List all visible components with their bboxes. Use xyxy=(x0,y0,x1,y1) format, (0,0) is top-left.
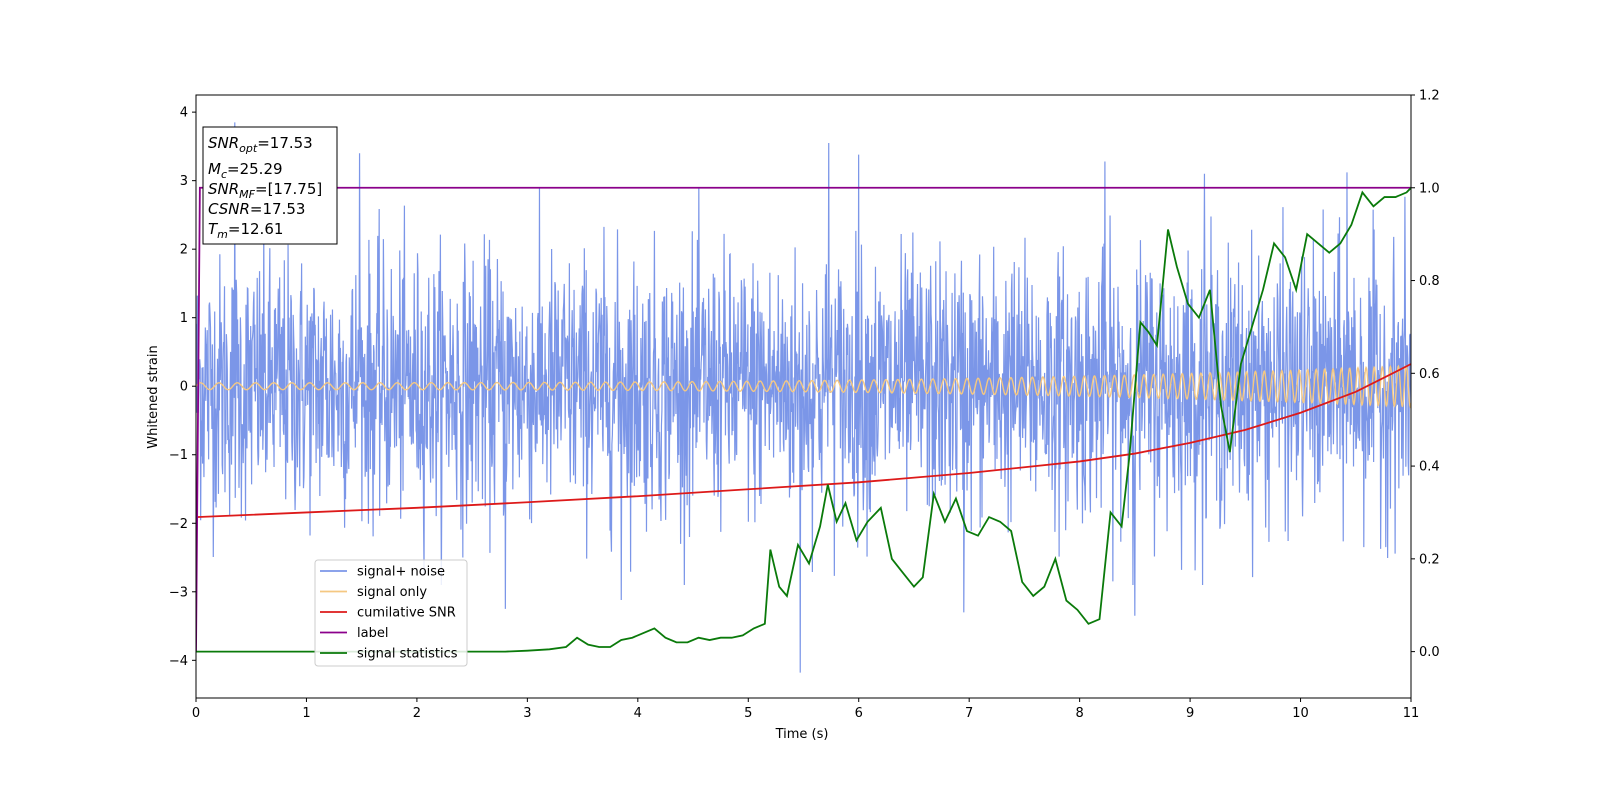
annotation-frame xyxy=(202,126,338,245)
y-axis-label: Whitened strain xyxy=(146,345,161,448)
legend: signal+ noise signal only cumilative SNR la… xyxy=(314,559,468,667)
x-axis-label: Time (s) xyxy=(775,727,829,742)
legend-frame xyxy=(314,559,468,667)
x-tick-label: 4 xyxy=(634,706,642,721)
annotation-box: SNRopt=17.53 Mc=25.29SNRMF=[17.75]CSNR=17… xyxy=(202,126,338,245)
x-tick-label: 7 xyxy=(965,706,973,721)
annotation-line: SNRMF=[17.75] xyxy=(208,180,322,201)
x-tick-label: 10 xyxy=(1292,706,1309,721)
legend-entry: signal statistics xyxy=(357,647,458,662)
series-signal-only-line xyxy=(196,364,1411,409)
y-right-tick-label: 0.2 xyxy=(1419,552,1440,567)
y-tick-label: −1 xyxy=(169,448,188,463)
legend-entry: cumilative SNR xyxy=(357,606,456,621)
y-tick-label: 2 xyxy=(180,243,188,258)
annotation-line: Mc=25.29 xyxy=(208,160,283,181)
series-signal-statistics-line xyxy=(196,187,1411,653)
annotation-line: SNRopt=17.53 xyxy=(208,134,313,155)
y-right-tick-label: 0.4 xyxy=(1419,460,1440,475)
y-tick-label: 0 xyxy=(180,380,188,395)
x-tick-label: 8 xyxy=(1075,706,1083,721)
y-tick-label: −2 xyxy=(169,517,188,532)
x-tick-label: 5 xyxy=(744,706,752,721)
series-signal-noise-line xyxy=(196,122,1411,673)
x-tick-label: 1 xyxy=(302,706,310,721)
series-layer xyxy=(196,122,1411,673)
plot-frame xyxy=(195,94,1412,699)
series-label-line xyxy=(196,186,1411,652)
x-tick-label: 6 xyxy=(855,706,863,721)
y-tick-label: 1 xyxy=(180,311,188,326)
series-cumulative-snr-line xyxy=(196,363,1411,518)
x-tick-label: 9 xyxy=(1186,706,1194,721)
y-right-tick-label: 1.0 xyxy=(1419,181,1440,196)
x-tick-label: 0 xyxy=(192,706,200,721)
y-right-tick-label: 0.8 xyxy=(1419,274,1440,289)
legend-entry: signal only xyxy=(357,585,427,600)
tick-layer: 0 1 2 3 4 5 6 7 8 9 10 11 −4 −3 −2 −1 0 1 2 3 4 0.0 0.2 0.4 0.6 0… xyxy=(169,89,1440,722)
x-tick-label: 2 xyxy=(413,706,421,721)
y-tick-label: 3 xyxy=(180,174,188,189)
legend-entry: signal+ noise xyxy=(357,565,445,580)
y-tick-label: −4 xyxy=(169,654,188,669)
annotation-line: CSNR=17.53 xyxy=(208,200,305,218)
legend-entry: label xyxy=(357,626,388,641)
y-right-tick-label: 0.0 xyxy=(1419,645,1440,660)
y-tick-label: −3 xyxy=(169,585,188,600)
y-right-tick-label: 0.6 xyxy=(1419,367,1440,382)
x-tick-label: 11 xyxy=(1403,706,1420,721)
y-tick-label: 4 xyxy=(180,106,188,121)
annotation-line: Tm=12.61 xyxy=(208,220,283,241)
x-tick-label: 3 xyxy=(523,706,531,721)
y-right-tick-label: 1.2 xyxy=(1419,89,1440,104)
